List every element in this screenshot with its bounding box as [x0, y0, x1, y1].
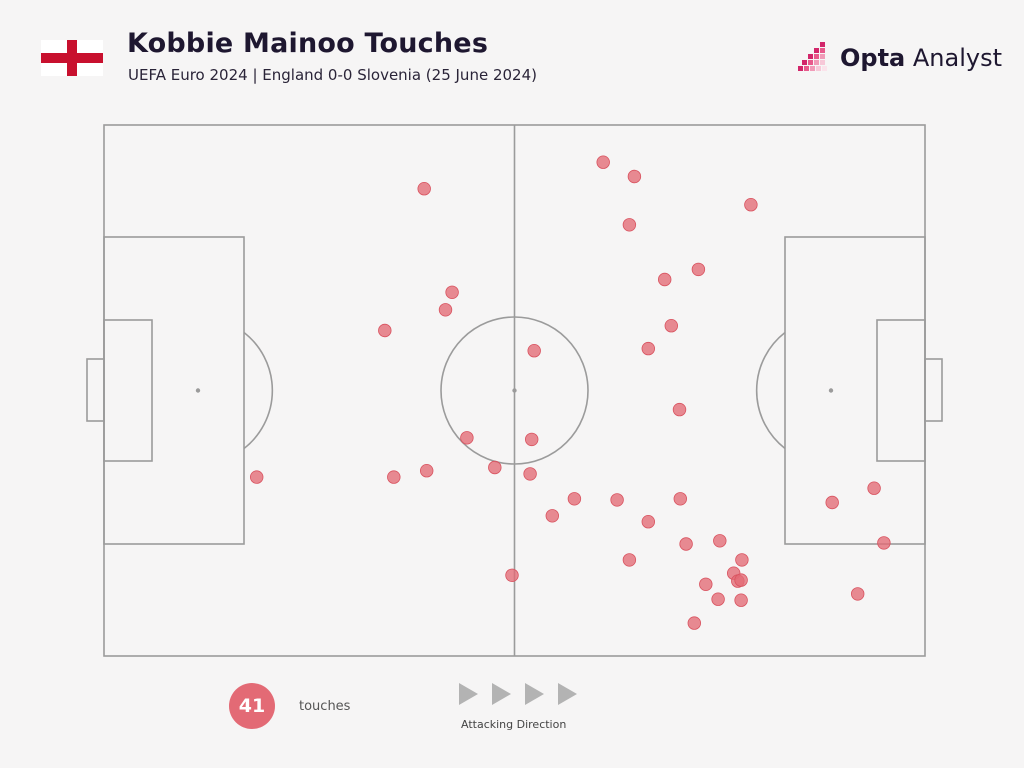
attacking-direction-arrows — [459, 683, 577, 705]
play-arrow-icon — [492, 683, 511, 705]
play-arrow-icon — [459, 683, 478, 705]
touch-point — [525, 432, 539, 447]
touch-point — [867, 481, 881, 495]
touch-point — [679, 537, 693, 551]
touch-point — [596, 155, 610, 169]
goal-left — [86, 358, 105, 422]
touch-point — [420, 464, 434, 478]
attacking-direction-label: Attacking Direction — [461, 718, 567, 731]
touch-point — [610, 493, 624, 507]
touch-count-badge: 41 — [229, 683, 275, 729]
touch-point — [460, 431, 474, 445]
touch-point — [734, 593, 748, 607]
penalty-spot-right — [828, 388, 834, 393]
touch-point — [627, 169, 642, 184]
penalty-area-left — [103, 236, 245, 545]
touch-point — [488, 460, 502, 475]
brand-name-light: Analyst — [905, 44, 1002, 72]
touch-points — [250, 155, 891, 630]
touch-point — [734, 573, 748, 587]
touch-point — [417, 181, 431, 196]
goal-area-right — [876, 319, 926, 462]
goal-right — [924, 358, 943, 422]
touch-point — [877, 536, 891, 550]
touch-point — [851, 587, 865, 601]
touch-point — [658, 272, 672, 287]
england-flag-icon — [41, 40, 103, 76]
center-spot — [512, 388, 517, 393]
penalty-spot-left — [195, 388, 201, 393]
touch-point — [744, 197, 758, 212]
touch-point — [622, 218, 637, 232]
touch-point — [505, 568, 519, 583]
play-arrow-icon — [525, 683, 544, 705]
goal-area-left — [103, 319, 153, 462]
center-circle — [440, 316, 589, 465]
touch-point — [622, 553, 637, 567]
penalty-arc-right — [755, 331, 786, 450]
touch-point — [641, 341, 656, 356]
brand-name-bold: Opta — [840, 44, 906, 72]
chart-subtitle: UEFA Euro 2024 | England 0-0 Slovenia (2… — [128, 66, 537, 84]
brand-name: Opta Analyst — [840, 44, 1002, 72]
touch-point — [735, 553, 749, 567]
touch-point — [641, 515, 656, 529]
touch-point — [713, 534, 727, 548]
touch-count-label: touches — [299, 699, 351, 714]
chart-title: Kobbie Mainoo Touches — [127, 28, 489, 59]
brand-logo: Opta Analyst — [798, 40, 1002, 76]
play-arrow-icon — [558, 683, 577, 705]
touch-point — [711, 592, 725, 606]
touch-point — [250, 470, 264, 484]
touch-point — [567, 492, 582, 506]
touch-point — [691, 262, 706, 277]
touch-point — [687, 616, 702, 630]
touch-point — [438, 303, 453, 317]
penalty-arc-left — [243, 331, 274, 450]
touch-point — [699, 577, 713, 592]
touch-point — [672, 402, 687, 417]
touch-point — [673, 492, 688, 506]
touch-point — [825, 495, 839, 510]
touch-point — [527, 344, 541, 358]
touch-point — [545, 509, 560, 523]
touch-point — [387, 470, 401, 484]
penalty-area-right — [784, 236, 926, 545]
opta-logo-icon — [798, 42, 827, 71]
pitch-markings — [86, 124, 943, 657]
touch-point — [445, 285, 459, 300]
touch-point — [378, 323, 392, 338]
touch-point — [664, 319, 679, 333]
touch-point — [523, 467, 537, 481]
